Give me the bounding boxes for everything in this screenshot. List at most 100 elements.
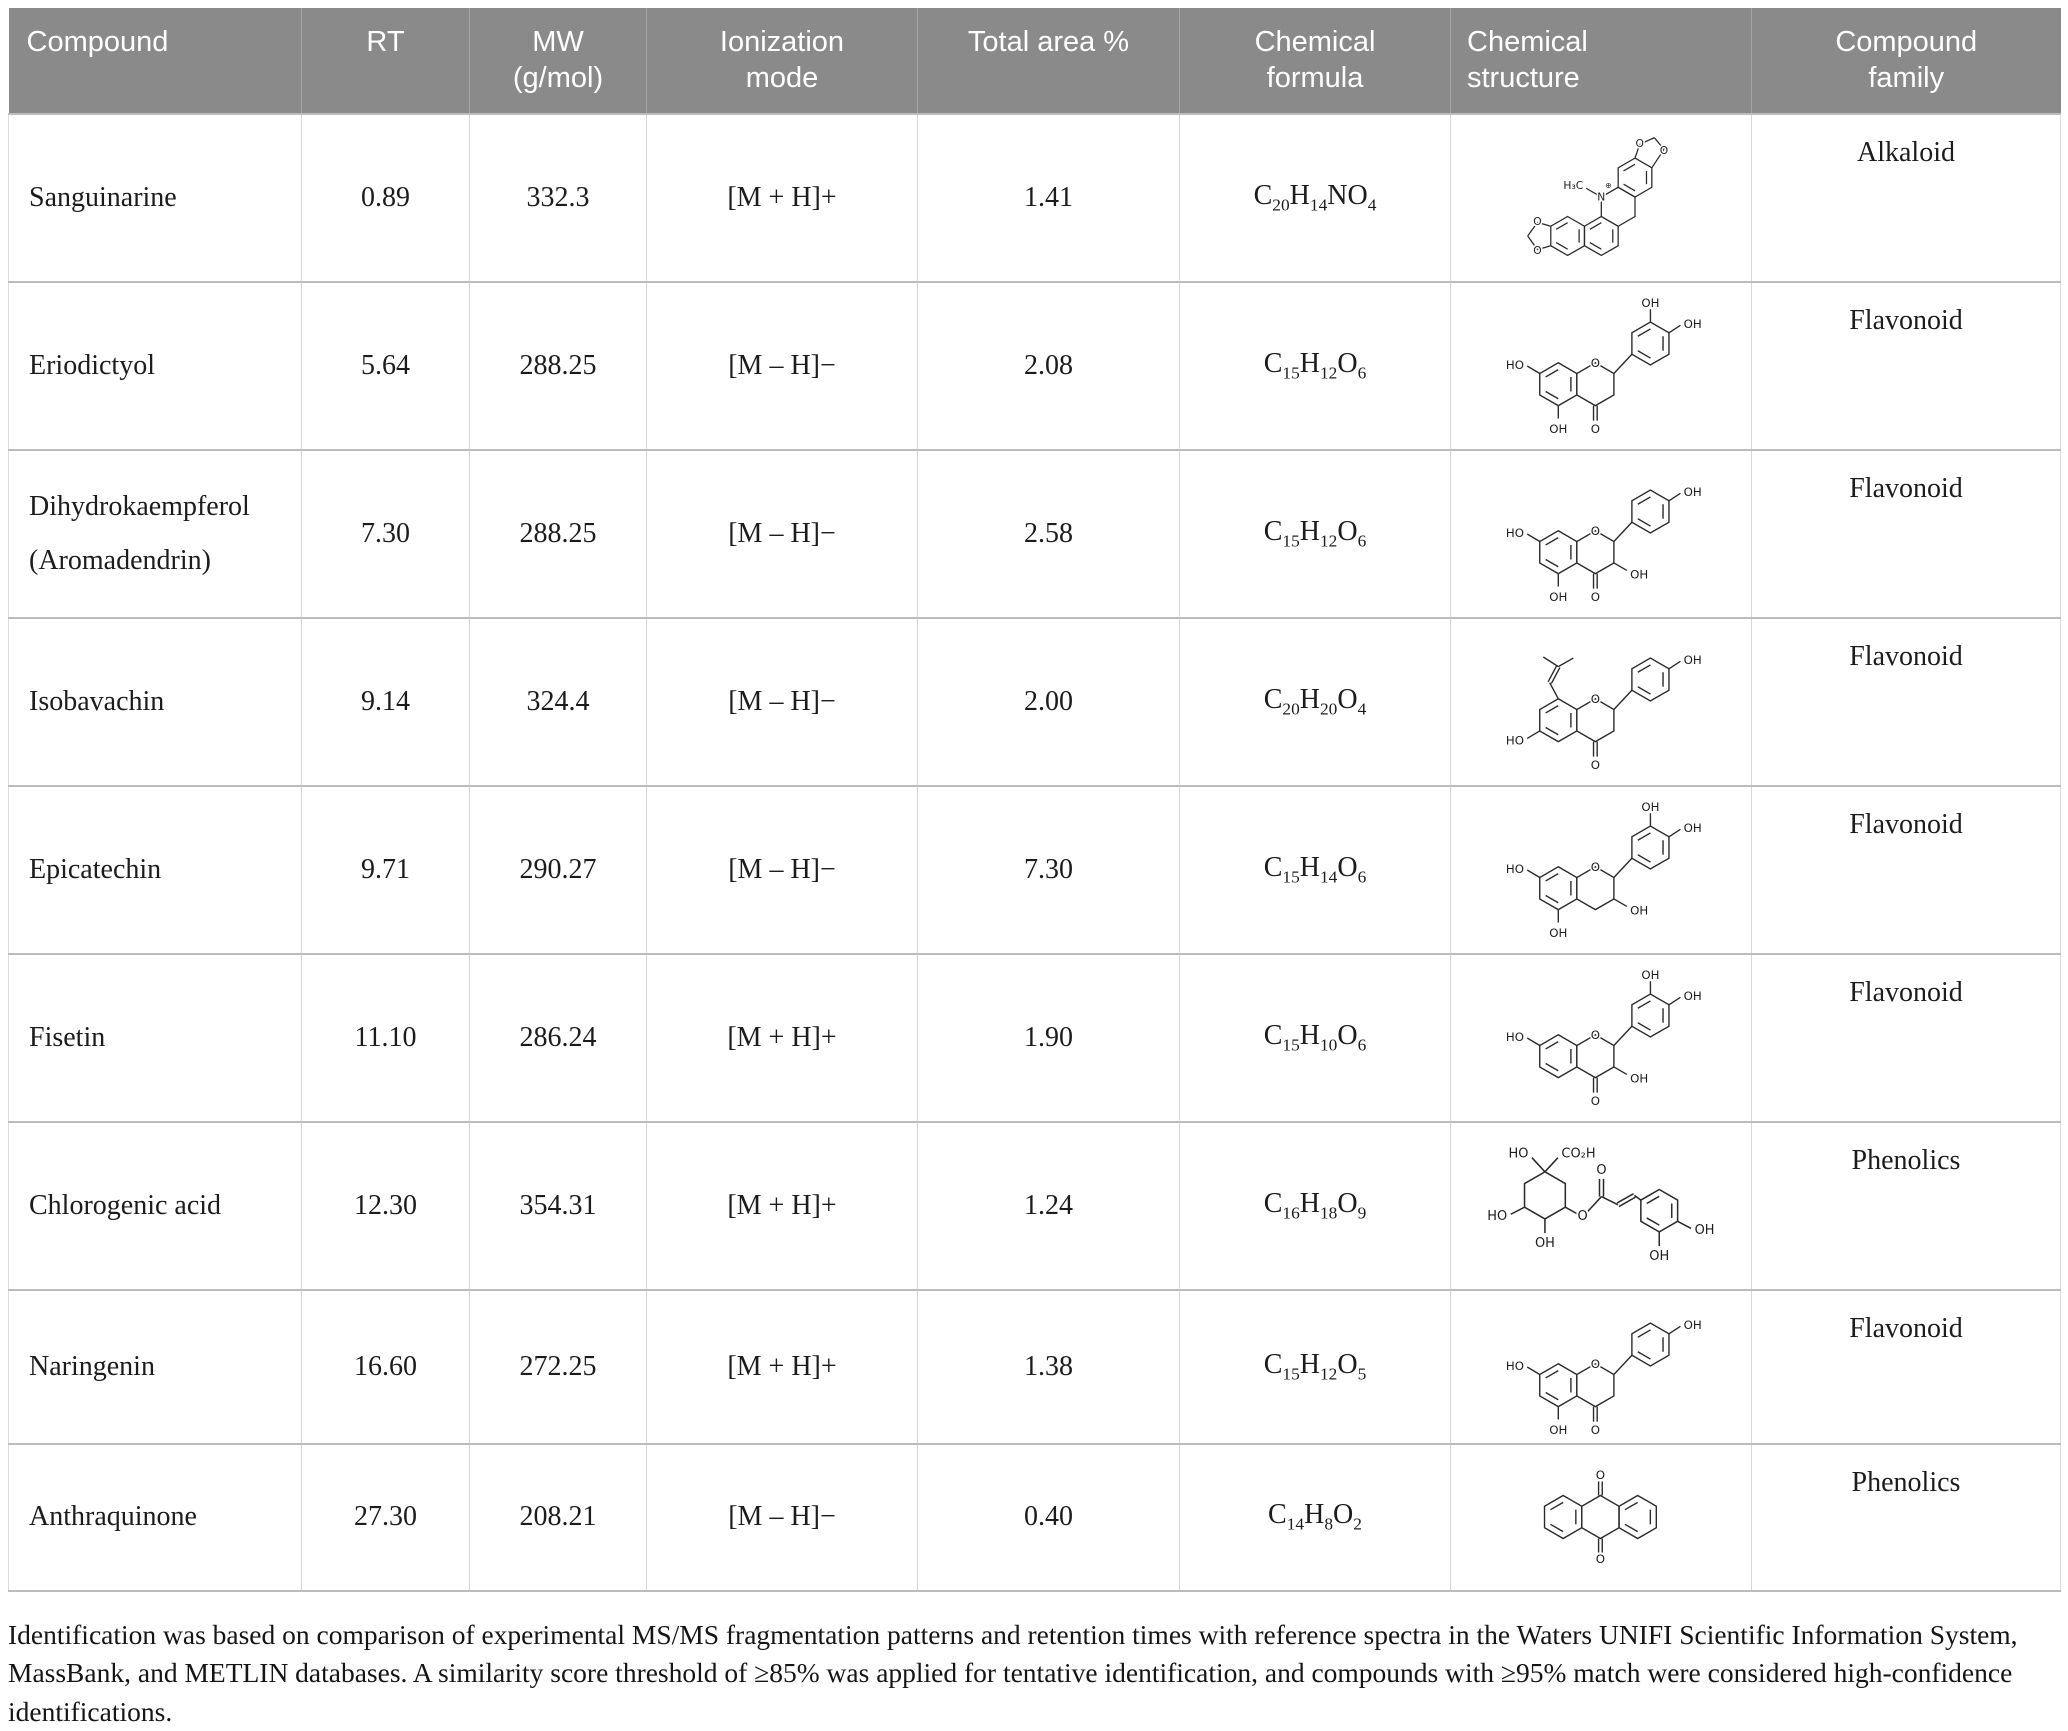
svg-text:O: O [1660, 143, 1668, 156]
svg-text:OH: OH [1649, 1249, 1669, 1264]
compound-family: Flavonoid [1752, 618, 2061, 786]
molecular-weight: 288.25 [470, 282, 647, 450]
column-header-chemical-formula: Chemical formula [1180, 8, 1451, 114]
column-header-rt: RT [302, 8, 470, 114]
table-footnote: Identification was based on comparison o… [8, 1616, 2058, 1731]
chemical-structure-cell: O O O O N⊕ H₃C [1451, 114, 1752, 282]
header-row: Compound RT MW (g/mol) Ionization mode T… [9, 8, 2061, 114]
compound-family: Phenolics [1752, 1444, 2061, 1591]
svg-text:O: O [1591, 1027, 1600, 1041]
chemical-formula: C20H14NO4 [1180, 114, 1451, 282]
chemical-formula: C15H12O5 [1180, 1290, 1451, 1444]
svg-text:O: O [1591, 859, 1600, 873]
compound-family: Flavonoid [1752, 954, 2061, 1122]
column-header-label: Chemical structure [1467, 24, 1627, 97]
svg-text:N: N [1598, 190, 1606, 203]
column-header-ionization-mode: Ionization mode [647, 8, 918, 114]
svg-text:O: O [1636, 136, 1644, 149]
molecular-weight: 272.25 [470, 1290, 647, 1444]
svg-text:O: O [1596, 1163, 1606, 1178]
anthraquinone-structure: OO [1533, 1461, 1669, 1573]
table-row: Epicatechin 9.71 290.27 [M – H]− 7.30 C1… [9, 786, 2061, 954]
table-row: Eriodictyol 5.64 288.25 [M – H]− 2.08 C1… [9, 282, 2061, 450]
svg-text:O: O [1591, 691, 1600, 705]
total-area-percent: 7.30 [918, 786, 1180, 954]
svg-text:O: O [1533, 214, 1541, 227]
table-row: Anthraquinone 27.30 208.21 [M – H]− 0.40… [9, 1444, 2061, 1591]
svg-text:O: O [1591, 422, 1600, 436]
total-area-percent: 1.41 [918, 114, 1180, 282]
svg-text:OH: OH [1683, 821, 1701, 835]
svg-text:HO: HO [1506, 1029, 1524, 1043]
table-header: Compound RT MW (g/mol) Ionization mode T… [9, 8, 2061, 114]
svg-text:OH: OH [1683, 989, 1701, 1003]
column-header-compound-family: Compound family [1752, 8, 2061, 114]
svg-text:OH: OH [1630, 1071, 1648, 1085]
svg-text:OH: OH [1549, 422, 1567, 436]
chemical-formula: C15H12O6 [1180, 450, 1451, 618]
total-area-percent: 2.08 [918, 282, 1180, 450]
svg-text:OH: OH [1641, 967, 1659, 981]
compound-family: Flavonoid [1752, 282, 2061, 450]
chemical-formula: C15H12O6 [1180, 282, 1451, 450]
column-header-label: Compound family [1821, 24, 1991, 97]
chemical-formula: C16H18O9 [1180, 1122, 1451, 1290]
svg-text:OH: OH [1549, 926, 1567, 940]
retention-time: 9.14 [302, 618, 470, 786]
sanguinarine-structure: O O O O N⊕ H₃C [1517, 124, 1684, 272]
chemical-formula: C15H14O6 [1180, 786, 1451, 954]
svg-text:HO: HO [1506, 733, 1524, 747]
compound-family: Alkaloid [1752, 114, 2061, 282]
svg-text:OH: OH [1695, 1223, 1715, 1238]
column-header-chemical-structure: Chemical structure [1451, 8, 1752, 114]
chemical-formula: C15H10O6 [1180, 954, 1451, 1122]
table-body: Sanguinarine 0.89 332.3 [M + H]+ 1.41 C2… [9, 114, 2061, 1591]
svg-text:O: O [1533, 244, 1541, 257]
column-header-mw: MW (g/mol) [470, 8, 647, 114]
retention-time: 7.30 [302, 450, 470, 618]
ionization-mode: [M – H]− [647, 1444, 918, 1591]
molecular-weight: 286.24 [470, 954, 647, 1122]
svg-text:H₃C: H₃C [1564, 178, 1584, 191]
molecular-weight: 288.25 [470, 450, 647, 618]
retention-time: 12.30 [302, 1122, 470, 1290]
ionization-mode: [M + H]+ [647, 954, 918, 1122]
svg-text:OH: OH [1630, 903, 1648, 917]
svg-text:OH: OH [1683, 1318, 1701, 1332]
svg-text:HO: HO [1506, 1358, 1524, 1372]
retention-time: 11.10 [302, 954, 470, 1122]
svg-text:O: O [1591, 758, 1600, 772]
molecular-weight: 354.31 [470, 1122, 647, 1290]
svg-text:OH: OH [1641, 295, 1659, 309]
table-row: Fisetin 11.10 286.24 [M + H]+ 1.90 C15H1… [9, 954, 2061, 1122]
compound-name: Naringenin [9, 1290, 302, 1444]
compound-name: Fisetin [9, 954, 302, 1122]
svg-text:OH: OH [1630, 567, 1648, 581]
svg-text:OH: OH [1683, 317, 1701, 331]
column-header-label: Chemical formula [1240, 24, 1390, 97]
svg-text:O: O [1596, 1552, 1605, 1566]
svg-text:OH: OH [1535, 1236, 1555, 1251]
total-area-percent: 1.38 [918, 1290, 1180, 1444]
ionization-mode: [M + H]+ [647, 1122, 918, 1290]
compound-identification-table: Compound RT MW (g/mol) Ionization mode T… [8, 8, 2061, 1592]
table-row: Chlorogenic acid 12.30 354.31 [M + H]+ 1… [9, 1122, 2061, 1290]
svg-text:O: O [1591, 523, 1600, 537]
svg-text:HO: HO [1506, 861, 1524, 875]
compound-family: Phenolics [1752, 1122, 2061, 1290]
column-header-label: MW (g/mol) [503, 24, 613, 97]
svg-text:O: O [1596, 1468, 1605, 1482]
svg-text:HO: HO [1506, 525, 1524, 539]
compound-name: Epicatechin [9, 786, 302, 954]
svg-text:⊕: ⊕ [1606, 180, 1613, 189]
retention-time: 27.30 [302, 1444, 470, 1591]
